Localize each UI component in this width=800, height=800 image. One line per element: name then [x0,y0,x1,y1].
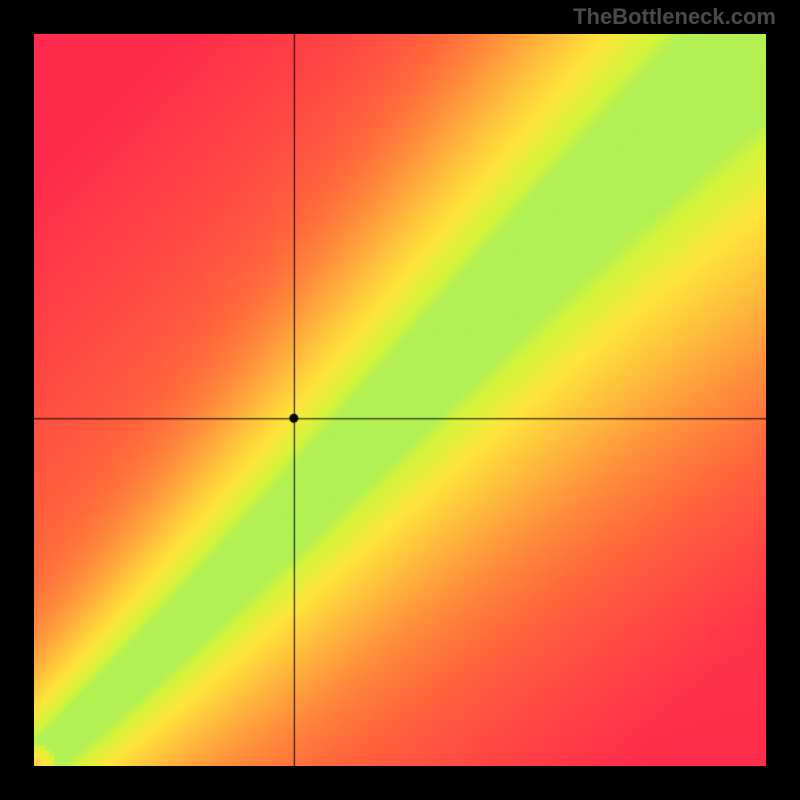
bottleneck-heatmap [34,34,766,766]
chart-container: TheBottleneck.com [0,0,800,800]
watermark-text: TheBottleneck.com [573,4,776,30]
